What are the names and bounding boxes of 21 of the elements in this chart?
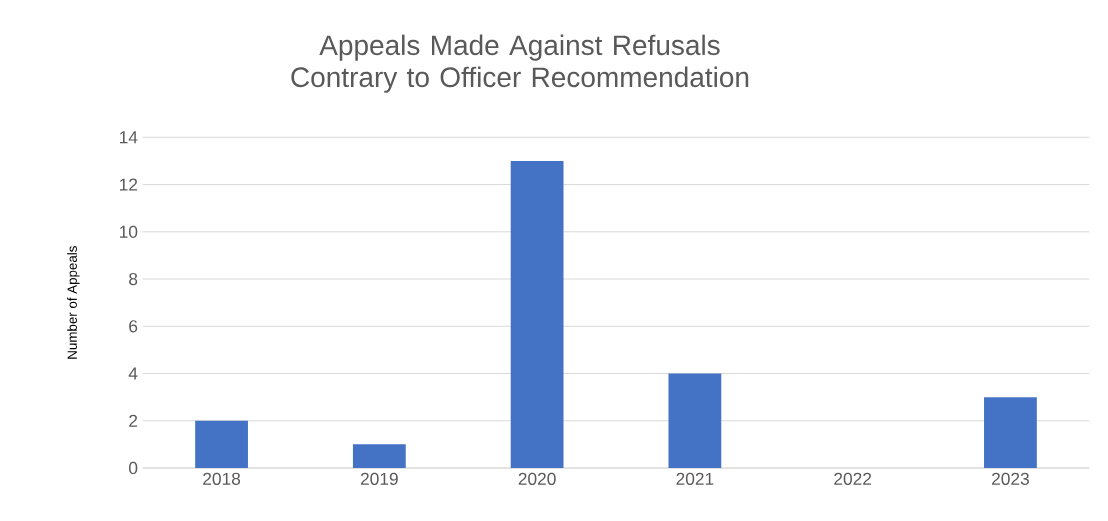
bar [984,397,1037,468]
x-tick-label: 2021 [676,472,714,485]
x-tick-label: 2020 [518,472,556,485]
bar [352,444,406,468]
chart-title: Appeals Made Against Refusals Contrary to Officer Recommendation [291,34,749,93]
y-tick-label: 6 [129,320,138,333]
y-tick-label: 0 [128,461,138,475]
bar [668,373,722,468]
y-tick-label: 8 [129,272,138,286]
y-tick-label: 2 [129,414,138,427]
y-tick-label: 4 [128,367,138,380]
x-tick-label: 2022 [834,472,872,485]
y-axis-title: Number of Appeals [67,246,80,359]
x-tick-label: 2023 [992,472,1029,485]
x-tick-label: 2019 [360,472,398,485]
bar [195,420,248,468]
y-tick-label: 14 [120,131,138,144]
x-tick-label: 2018 [203,472,241,485]
y-tick-label: 10 [120,225,138,238]
y-tick-label: 12 [120,178,138,191]
bar [510,160,564,468]
